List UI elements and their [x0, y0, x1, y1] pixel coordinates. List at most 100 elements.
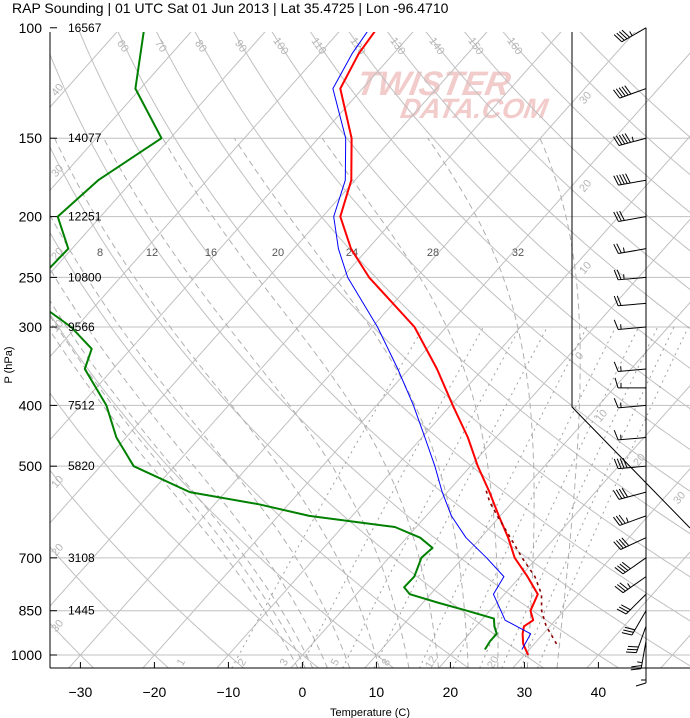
height-label: 16567 [68, 21, 102, 35]
wind-barb [613, 487, 647, 500]
wind-barb-feather [617, 565, 626, 573]
wind-barb-feather [621, 487, 629, 498]
mixing-ratio-label: 12 [146, 247, 158, 259]
x-tick-label: 30 [517, 684, 533, 700]
wind-barb-staff [622, 576, 647, 594]
mixing-ratio-line [536, 326, 689, 668]
wind-barb [613, 537, 647, 550]
height-label: 5820 [68, 459, 95, 473]
moist-adiabat-label: 12 [423, 654, 440, 671]
wind-barb-feather [619, 31, 628, 40]
wind-barb-feather [628, 645, 639, 648]
virtual_temperature-line [332, 32, 532, 650]
isotherm-line [50, 32, 562, 607]
moist-adiabat-line [50, 299, 314, 668]
y-tick-label: 100 [19, 20, 43, 36]
isotherm-line [50, 32, 340, 358]
wind-barb-feather [617, 584, 626, 592]
wind-barb-feather [615, 135, 623, 145]
wind-barb-staff [618, 491, 647, 500]
wind-barbs [613, 27, 647, 687]
wind-barb [613, 319, 647, 330]
wind-barb-feather [613, 175, 619, 186]
wind-barb [635, 655, 647, 687]
wind-barb-feather [616, 175, 622, 185]
moist-adiabat-line [50, 267, 329, 668]
wind-barb-feather [613, 430, 619, 441]
height-label: 1445 [68, 604, 95, 618]
height-label: 12251 [68, 210, 102, 224]
wind-barb-feather [616, 540, 624, 549]
wind-barb-staff [618, 216, 647, 222]
moist-adiabat-line [162, 137, 440, 668]
height-label: 3108 [68, 551, 95, 565]
moist-adiabat-label: 5 [329, 657, 342, 668]
dry-adiabat-line [0, 14, 19, 669]
wind-barb [616, 593, 647, 615]
wind-barb-half-feather [625, 517, 629, 523]
wind-barb-feather [635, 682, 647, 687]
x-tick-label: 40 [591, 684, 607, 700]
mixing-ratio-line [520, 326, 675, 668]
dry-adiabat-label: 60 [114, 38, 131, 55]
wind-barb-staff [631, 610, 647, 636]
wind-barb-staff [619, 88, 647, 99]
plot-frame [49, 32, 690, 669]
x-tick-label: −30 [69, 684, 93, 700]
plot-right-boundary [571, 32, 690, 529]
dry-adiabat-line [50, 313, 395, 668]
wind-barb-feather [613, 458, 619, 469]
isotherm-line [50, 32, 192, 192]
wind-barb-staff [640, 640, 647, 669]
dry-adiabat-line [50, 469, 245, 668]
wind-barb-feather [616, 32, 625, 41]
wind-barb-feather [616, 608, 627, 615]
mixing-ratio-line [452, 326, 617, 668]
wind-barb-feather [616, 295, 622, 306]
y-tick-label: 700 [19, 550, 43, 566]
wind-barb-feather [618, 87, 626, 97]
mixing-ratio-label: 20 [272, 247, 284, 259]
isotherm-line [68, 32, 636, 668]
wind-barb-feather [623, 629, 634, 633]
y-tick-label: 150 [19, 130, 43, 146]
wind-barb-staff [618, 465, 647, 470]
wind-barb-feather [622, 173, 628, 184]
mixing-ratio-line [299, 326, 484, 668]
wind-barb-feather [626, 648, 638, 651]
wind-barb-staff [620, 537, 647, 550]
mixing-ratio-label: 28 [427, 247, 439, 259]
dry-adiabat-line [50, 392, 320, 668]
isotherm-label: 20 [49, 542, 66, 559]
wind-barb [613, 514, 647, 526]
wind-barb-feather [615, 88, 623, 98]
mixing-ratio-label: 8 [97, 247, 103, 259]
y-tick-label: 250 [19, 269, 43, 285]
wind-barb-feather [616, 211, 622, 222]
moist-adiabat-line [50, 214, 351, 668]
dry-adiabat-label: 90 [232, 38, 249, 55]
wind-barb [613, 210, 647, 222]
wind-barb-feather [619, 174, 625, 185]
wind-barb-staff [621, 27, 647, 43]
wind-barb-feather [616, 458, 622, 469]
height-label: 9566 [68, 320, 95, 334]
isotherm-label: 10 [49, 318, 66, 335]
mixing-ratio-line [342, 326, 521, 668]
dry-adiabat-line [233, 32, 690, 492]
wind-barb [613, 430, 647, 441]
height-label: 14077 [68, 131, 102, 145]
dry-adiabat-line [387, 32, 690, 330]
wind-barb-staff [625, 593, 647, 615]
mixing-ratio-label: 32 [512, 247, 524, 259]
wind-barb-feather [616, 243, 622, 254]
wind-barb-half-feather [631, 136, 634, 142]
wind-barb [614, 377, 646, 389]
wind-barb-feather [619, 458, 625, 469]
wind-barb-feather [622, 457, 628, 469]
wind-barb-feather [614, 567, 624, 575]
isotherm-line [142, 52, 690, 668]
wind-barb-feather [621, 537, 630, 547]
dry-adiabat-line [156, 32, 690, 578]
